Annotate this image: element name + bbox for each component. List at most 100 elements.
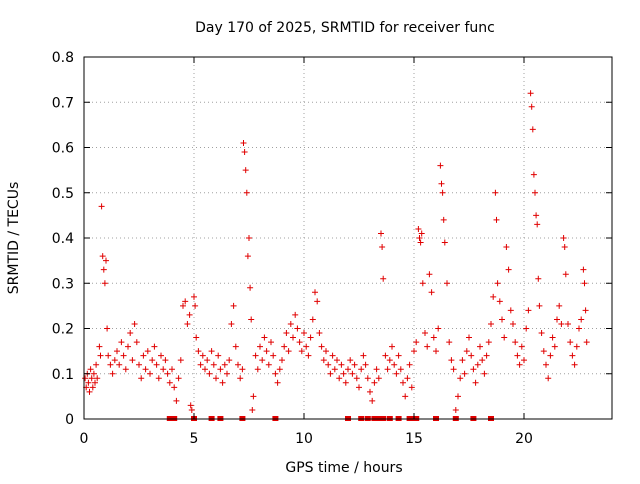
y-tick-label: 0.5	[52, 186, 74, 202]
data-point	[274, 379, 281, 386]
data-point	[581, 280, 588, 287]
data-point	[239, 366, 246, 373]
data-point	[290, 334, 296, 341]
data-point	[140, 352, 147, 359]
data-point	[272, 370, 279, 377]
data-point	[521, 357, 527, 364]
data-point	[177, 357, 184, 364]
data-point	[567, 339, 574, 346]
axis-ticks: 0 0.1 0.2 0.3 0.4 0.5 0.6 0.7 0.8 0 5 10 15 20	[52, 50, 612, 447]
data-point	[199, 352, 206, 359]
data-point	[510, 320, 516, 327]
data-point	[525, 307, 532, 314]
data-point	[488, 320, 494, 327]
data-point	[173, 397, 180, 404]
data-point	[224, 370, 230, 377]
data-point	[457, 375, 464, 382]
data-point	[551, 343, 558, 350]
data-point	[562, 271, 569, 278]
data-point	[371, 379, 378, 386]
data-point	[501, 334, 508, 341]
data-point	[493, 216, 500, 223]
data-point	[494, 280, 501, 287]
data-point	[468, 352, 475, 359]
data-point	[158, 352, 164, 359]
data-point	[242, 167, 249, 174]
data-point	[105, 352, 112, 359]
data-point	[312, 289, 318, 296]
data-point	[474, 361, 481, 368]
y-tick-label: 0.7	[52, 95, 74, 111]
data-point	[340, 370, 347, 377]
data-point	[440, 216, 447, 223]
data-point	[180, 302, 186, 309]
data-point	[535, 275, 542, 282]
data-point	[356, 384, 362, 391]
data-point	[235, 361, 241, 368]
data-point	[505, 266, 512, 273]
data-point	[573, 343, 580, 350]
data-point	[540, 348, 547, 355]
data-point	[413, 339, 420, 346]
data-point	[580, 266, 587, 273]
data-point	[250, 393, 257, 400]
data-point	[507, 307, 514, 314]
data-point	[287, 320, 294, 327]
data-point	[114, 348, 120, 355]
data-point	[122, 366, 129, 373]
data-point	[582, 307, 589, 314]
data-point	[353, 375, 360, 382]
data-point	[470, 366, 477, 373]
data-point	[219, 379, 226, 386]
data-point	[217, 366, 224, 373]
data-point	[569, 352, 576, 359]
x-tick-label: 15	[405, 431, 423, 447]
data-point	[144, 348, 151, 355]
data-point	[276, 366, 283, 373]
data-point	[583, 339, 590, 346]
data-point	[82, 375, 89, 382]
data-point	[247, 284, 254, 291]
data-point	[186, 311, 193, 318]
data-point	[318, 343, 325, 350]
data-point	[206, 370, 213, 377]
data-point	[527, 90, 534, 97]
data-point	[263, 348, 270, 355]
data-point	[283, 330, 290, 337]
data-point	[171, 384, 178, 391]
data-point	[565, 320, 571, 327]
data-point	[88, 375, 95, 382]
data-point	[175, 375, 182, 382]
data-point	[265, 361, 272, 368]
data-point	[481, 370, 488, 377]
data-point	[191, 293, 197, 300]
data-point	[485, 339, 492, 346]
data-point	[518, 343, 525, 350]
data-point	[437, 162, 444, 169]
data-point	[426, 271, 433, 278]
data-point	[503, 244, 510, 251]
data-point	[111, 357, 118, 364]
data-point	[532, 189, 538, 196]
data-point	[402, 393, 409, 400]
data-point	[351, 361, 358, 368]
data-point	[538, 330, 545, 337]
data-point	[512, 339, 519, 346]
data-point	[375, 375, 382, 382]
data-point	[118, 339, 125, 346]
data-point	[466, 334, 472, 341]
data-point	[257, 343, 263, 350]
data-point	[292, 311, 299, 318]
data-point	[155, 375, 162, 382]
data-point	[533, 212, 540, 219]
data-point	[384, 366, 391, 373]
data-point	[182, 298, 189, 305]
data-point	[101, 280, 108, 287]
data-point	[93, 361, 100, 368]
data-point	[395, 352, 402, 359]
data-point	[358, 366, 365, 373]
data-point	[438, 180, 445, 187]
data-point	[406, 361, 413, 368]
y-tick-label: 0.3	[52, 276, 74, 292]
